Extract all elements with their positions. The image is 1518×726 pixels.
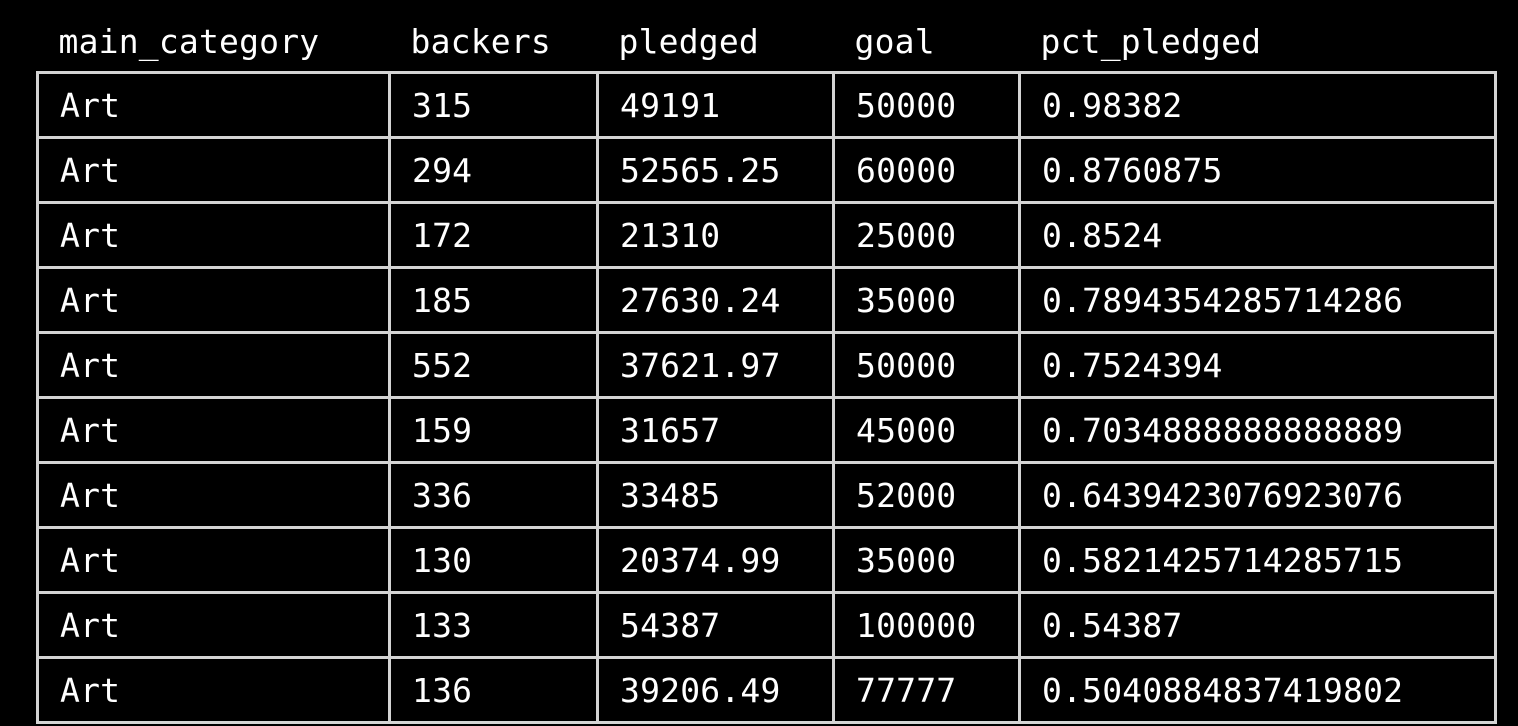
cell-backers: 130 [388,526,599,594]
cell-goal: 77777 [832,656,1021,724]
cell-backers: 185 [388,266,599,334]
cell-pledged: 33485 [596,461,835,529]
cell-main-category: Art [36,656,391,724]
cell-pct-pledged: 0.8760875 [1018,136,1497,204]
table-row: Art 185 27630.24 35000 0.7894354285714286 [36,266,1497,334]
cell-pct-pledged: 0.5040884837419802 [1018,656,1497,724]
cell-main-category: Art [36,136,391,204]
cell-pct-pledged: 0.7034888888888889 [1018,396,1497,464]
cell-goal: 45000 [832,396,1021,464]
cell-pct-pledged: 0.54387 [1018,591,1497,659]
data-table-container: main_category backers pledged goal pct_p… [36,12,1497,724]
cell-goal: 35000 [832,526,1021,594]
cell-pledged: 49191 [596,71,835,139]
table-row: Art 159 31657 45000 0.7034888888888889 [36,396,1497,464]
cell-pledged: 52565.25 [596,136,835,204]
data-table: main_category backers pledged goal pct_p… [36,12,1497,724]
column-header-goal: goal [854,22,935,61]
cell-pct-pledged: 0.98382 [1018,71,1497,139]
cell-pct-pledged: 0.5821425714285715 [1018,526,1497,594]
table-row: Art 133 54387 100000 0.54387 [36,591,1497,659]
cell-main-category: Art [36,201,391,269]
column-header-pledged: pledged [618,22,759,61]
cell-goal: 50000 [832,331,1021,399]
cell-pledged: 21310 [596,201,835,269]
cell-pct-pledged: 0.8524 [1018,201,1497,269]
cell-backers: 172 [388,201,599,269]
table-body: Art 315 49191 50000 0.98382 Art 294 52565.25 600… [36,71,1497,724]
column-header-backers: backers [410,22,551,61]
table-row: Art 136 39206.49 77777 0.5040884837419802 [36,656,1497,724]
cell-backers: 159 [388,396,599,464]
cell-pledged: 54387 [596,591,835,659]
cell-backers: 336 [388,461,599,529]
table-row: Art 315 49191 50000 0.98382 [36,71,1497,139]
cell-pct-pledged: 0.6439423076923076 [1018,461,1497,529]
table-row: Art 172 21310 25000 0.8524 [36,201,1497,269]
cell-main-category: Art [36,396,391,464]
cell-goal: 35000 [832,266,1021,334]
cell-backers: 136 [388,656,599,724]
table-row: Art 294 52565.25 60000 0.8760875 [36,136,1497,204]
cell-main-category: Art [36,461,391,529]
cell-pledged: 31657 [596,396,835,464]
cell-goal: 52000 [832,461,1021,529]
cell-backers: 315 [388,71,599,139]
cell-main-category: Art [36,526,391,594]
cell-main-category: Art [36,591,391,659]
cell-goal: 50000 [832,71,1021,139]
cell-backers: 133 [388,591,599,659]
column-header-pct-pledged: pct_pledged [1040,22,1262,61]
cell-pct-pledged: 0.7894354285714286 [1018,266,1497,334]
cell-main-category: Art [36,331,391,399]
table-row: Art 552 37621.97 50000 0.7524394 [36,331,1497,399]
cell-backers: 294 [388,136,599,204]
cell-pledged: 39206.49 [596,656,835,724]
cell-goal: 60000 [832,136,1021,204]
cell-pledged: 37621.97 [596,331,835,399]
cell-goal: 25000 [832,201,1021,269]
cell-pledged: 27630.24 [596,266,835,334]
cell-main-category: Art [36,71,391,139]
cell-main-category: Art [36,266,391,334]
cell-goal: 100000 [832,591,1021,659]
table-row: Art 336 33485 52000 0.6439423076923076 [36,461,1497,529]
cell-pct-pledged: 0.7524394 [1018,331,1497,399]
table-row: Art 130 20374.99 35000 0.5821425714285715 [36,526,1497,594]
cell-backers: 552 [388,331,599,399]
column-header-main-category: main_category [58,22,320,61]
cell-pledged: 20374.99 [596,526,835,594]
table-header: main_category backers pledged goal pct_p… [38,12,1496,73]
header-row: main_category backers pledged goal pct_p… [38,12,1496,73]
